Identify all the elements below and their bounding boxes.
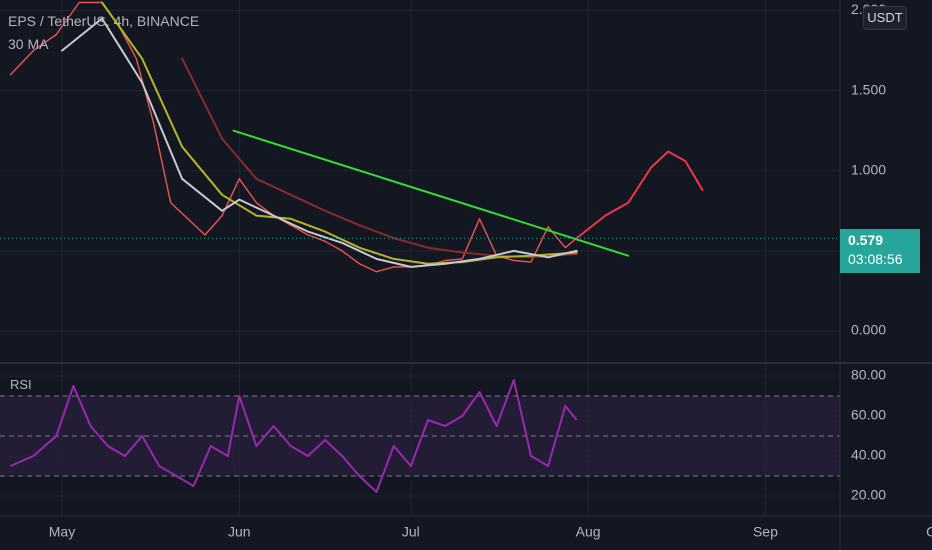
series-line-projection bbox=[575, 150, 704, 240]
last-price-tag: 0.579 03:08:56 bbox=[840, 229, 920, 273]
rsi-tick-label: 80.00 bbox=[851, 367, 886, 383]
time-tick-label: Oct bbox=[926, 524, 932, 540]
price-tick-label: 0.000 bbox=[851, 322, 886, 338]
currency-button[interactable]: USDT bbox=[863, 6, 907, 30]
series-line-ma-red bbox=[181, 57, 578, 259]
symbol-legend[interactable]: EPS / TetherUS, 4h, BINANCE bbox=[8, 13, 200, 29]
grid bbox=[0, 0, 932, 516]
time-tick-label: Jun bbox=[228, 524, 251, 540]
rsi-plot bbox=[10, 379, 578, 493]
price-tick-label: 1.500 bbox=[851, 81, 886, 97]
rsi-line bbox=[10, 379, 578, 493]
rsi-legend[interactable]: RSI bbox=[10, 377, 32, 392]
last-price: 0.579 bbox=[848, 232, 884, 248]
bar-countdown: 03:08:56 bbox=[848, 251, 903, 267]
price-tick-label: 1.000 bbox=[851, 161, 886, 177]
time-tick-label: Sep bbox=[753, 524, 778, 540]
rsi-tick-label: 60.00 bbox=[851, 407, 886, 423]
series-line-ma-white bbox=[61, 17, 578, 268]
series-line-ma-yellow bbox=[101, 1, 578, 265]
series-line-trendline bbox=[232, 129, 630, 257]
rsi-tick-label: 20.00 bbox=[851, 487, 886, 503]
time-tick-label: Aug bbox=[576, 524, 601, 540]
indicator-legend[interactable]: 30 MA bbox=[8, 36, 49, 52]
rsi-tick-label: 40.00 bbox=[851, 447, 886, 463]
series-line-price bbox=[9, 1, 578, 273]
price-plot bbox=[0, 1, 840, 273]
time-tick-label: Jul bbox=[402, 524, 420, 540]
time-tick-label: May bbox=[49, 524, 75, 540]
